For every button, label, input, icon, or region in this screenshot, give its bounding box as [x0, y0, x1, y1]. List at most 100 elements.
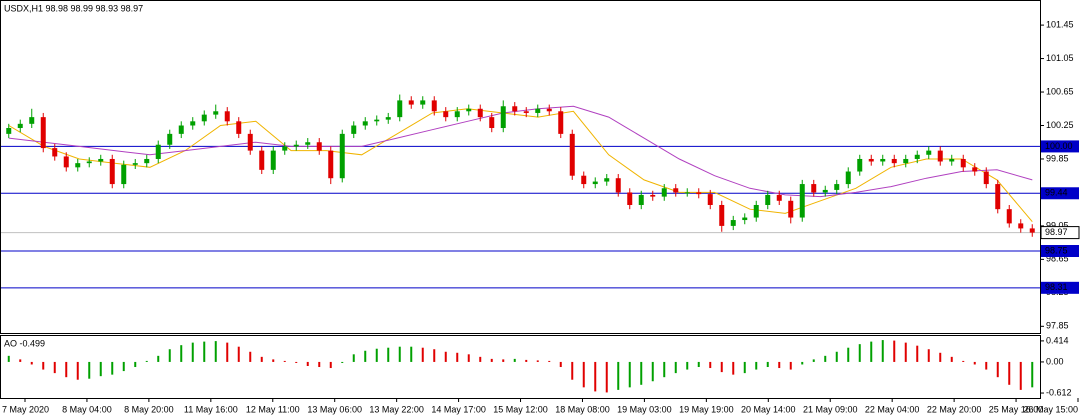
candle-body — [201, 114, 207, 122]
level-label: 100.00 — [1045, 141, 1073, 151]
candle-body — [546, 108, 552, 112]
moving-average — [8, 105, 1033, 198]
candle-body — [213, 111, 219, 115]
candle-body — [121, 164, 127, 185]
candle-body — [995, 184, 1001, 210]
x-tick-label: 18 May 08:00 — [555, 404, 610, 414]
candle-body — [960, 158, 966, 168]
candle-body — [512, 106, 518, 112]
candle-body — [972, 167, 978, 172]
candle-body — [558, 111, 564, 134]
indicator-title: AO -0.499 — [4, 338, 45, 348]
candle-body — [86, 161, 92, 164]
x-tick-label: 14 May 17:00 — [431, 404, 486, 414]
candle-body — [132, 163, 138, 165]
y-tick-label: 101.05 — [1046, 53, 1074, 63]
candle-body — [17, 123, 23, 129]
candle-body — [868, 158, 874, 162]
candle-body — [742, 217, 748, 221]
candle-body — [650, 194, 656, 197]
candle-body — [29, 117, 35, 124]
candle-body — [983, 171, 989, 185]
candle-body — [753, 204, 759, 218]
candle-body — [880, 158, 886, 162]
x-tick-label: 20 May 14:00 — [741, 404, 796, 414]
candle-body — [270, 150, 276, 170]
candle-body — [431, 100, 437, 112]
level-label-box — [1041, 281, 1079, 294]
x-tick-label: 7 May 2020 — [2, 404, 49, 414]
x-tick-label: 22 May 20:00 — [927, 404, 982, 414]
x-tick-label: 13 May 06:00 — [307, 404, 362, 414]
candle-body — [224, 111, 230, 122]
candle-body — [190, 121, 196, 126]
indicator-tick-label: 0.00 — [1046, 356, 1064, 366]
candle-body — [627, 192, 633, 205]
candle-body — [581, 175, 587, 185]
level-label-box — [1041, 245, 1079, 258]
indicator-panel — [0, 335, 1041, 399]
candle-body — [673, 188, 679, 193]
candle-body — [466, 108, 472, 112]
level-label: 98.31 — [1045, 282, 1068, 292]
candle-body — [339, 133, 345, 179]
main-panel — [0, 0, 1041, 334]
candle-body — [1029, 228, 1035, 233]
candle-body — [638, 194, 644, 205]
y-tick-label: 97.85 — [1046, 321, 1069, 331]
x-tick-label: 19 May 19:00 — [679, 404, 734, 414]
candle-body — [454, 111, 460, 118]
candle-body — [316, 142, 322, 151]
candle-body — [535, 108, 541, 113]
candle-body — [351, 125, 357, 134]
candle-body — [845, 171, 851, 185]
candle-body — [523, 111, 529, 113]
candle-body — [109, 158, 115, 185]
x-tick-label: 8 May 20:00 — [124, 404, 174, 414]
candle-body — [282, 146, 288, 151]
moving-average — [8, 108, 1033, 223]
candle-body — [362, 121, 368, 126]
chart-title: USDX,H1 98.98 98.99 98.93 98.97 — [4, 3, 143, 13]
candle-body — [385, 117, 391, 120]
candle-body — [63, 156, 69, 168]
candle-body — [6, 128, 12, 134]
candle-body — [374, 119, 380, 122]
candle-body — [247, 133, 253, 151]
current-price-box — [1040, 226, 1080, 240]
candle-body — [592, 181, 598, 185]
candle-body — [707, 194, 713, 205]
candle-body — [236, 121, 242, 134]
candle-body — [144, 158, 150, 164]
x-tick-label: 21 May 09:00 — [803, 404, 858, 414]
candle-body — [604, 178, 610, 182]
candle-body — [696, 192, 702, 195]
level-label: 98.75 — [1045, 245, 1068, 255]
candle-body — [1006, 209, 1012, 224]
x-tick-label: 19 May 03:00 — [617, 404, 672, 414]
candle-body — [684, 192, 690, 194]
candle-body — [569, 133, 575, 176]
x-tick-label: 13 May 22:00 — [369, 404, 424, 414]
candle-body — [500, 106, 506, 129]
candle-body — [1018, 223, 1024, 229]
candle-body — [259, 150, 265, 170]
candle-body — [937, 150, 943, 162]
x-tick-label: 26 May 15:00 — [1023, 404, 1078, 414]
candle-body — [178, 125, 184, 134]
x-tick-label: 22 May 04:00 — [865, 404, 920, 414]
candle-body — [293, 144, 299, 147]
y-tick-label: 99.05 — [1046, 220, 1069, 230]
candle-body — [40, 117, 46, 149]
candle-body — [891, 158, 897, 164]
candle-body — [408, 100, 414, 105]
candle-body — [799, 184, 805, 218]
candle-body — [730, 220, 736, 226]
candle-body — [719, 204, 725, 226]
candle-body — [661, 188, 667, 197]
y-tick-label: 100.25 — [1046, 120, 1074, 130]
y-tick-label: 100.65 — [1046, 86, 1074, 96]
candle-body — [397, 100, 403, 118]
candle-body — [788, 200, 794, 218]
